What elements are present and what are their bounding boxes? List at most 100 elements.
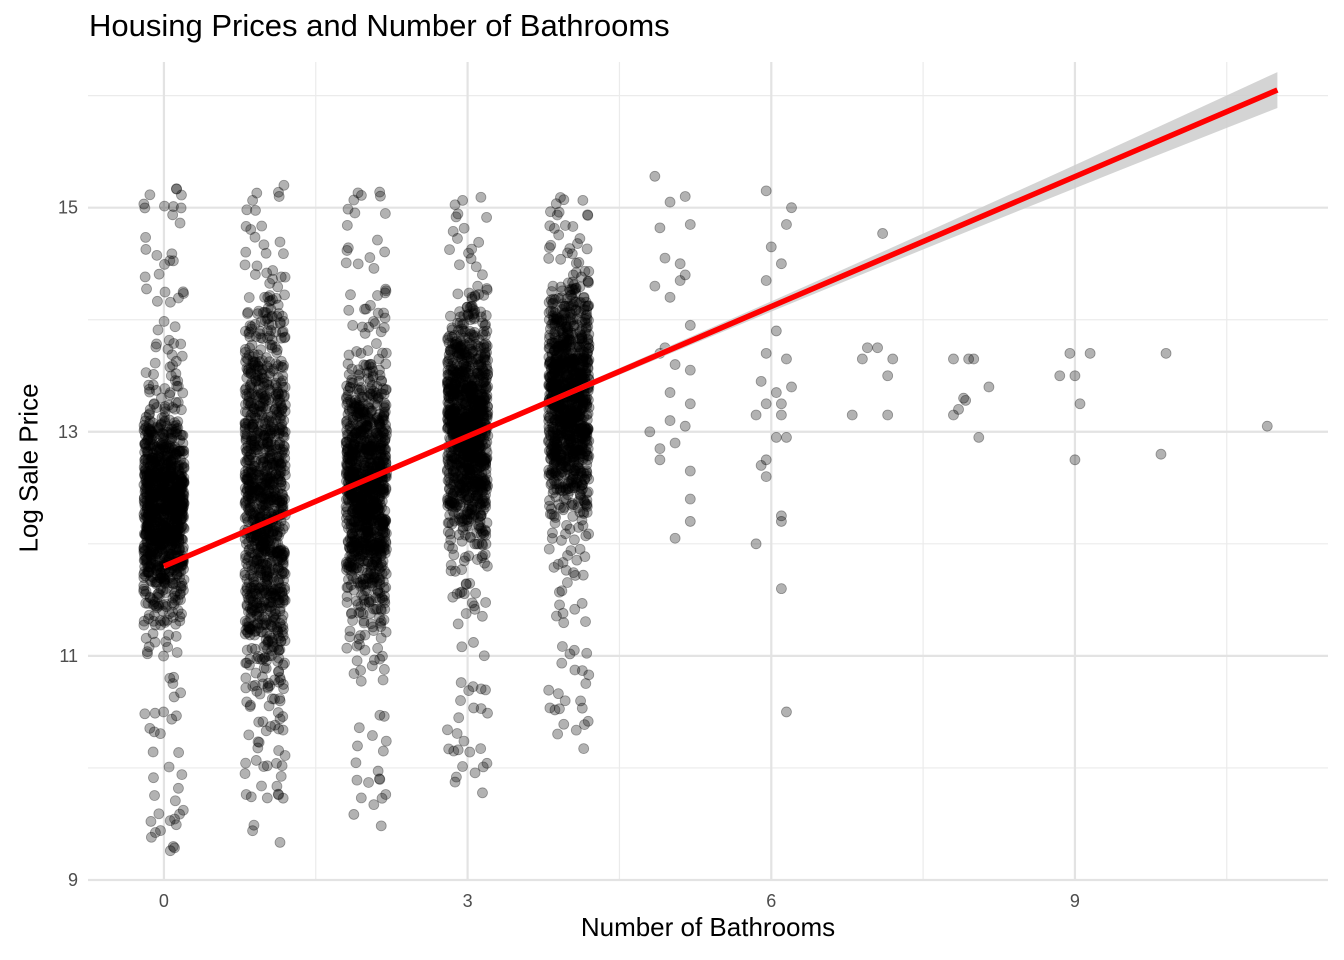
data-point <box>366 379 378 391</box>
data-point <box>168 447 180 458</box>
data-point <box>245 791 257 803</box>
data-point <box>165 486 177 498</box>
data-point <box>270 468 282 480</box>
data-point <box>261 655 272 667</box>
data-point <box>157 428 169 440</box>
data-point <box>146 508 158 520</box>
data-point <box>140 367 152 379</box>
data-point <box>577 194 589 206</box>
data-point <box>378 664 390 675</box>
data-point <box>171 183 182 195</box>
data-point <box>264 277 276 289</box>
data-point <box>260 247 272 259</box>
data-point <box>138 542 150 554</box>
data-point <box>167 535 179 547</box>
data-point <box>176 533 188 545</box>
data-point <box>276 327 288 338</box>
data-point <box>240 672 252 684</box>
data-point <box>161 483 173 495</box>
data-point <box>354 515 365 526</box>
data-point <box>363 321 375 333</box>
data-point <box>163 566 175 578</box>
data-point <box>145 561 157 573</box>
data-point <box>456 641 468 653</box>
data-point <box>142 597 154 609</box>
data-point <box>167 578 179 590</box>
data-point <box>256 409 268 421</box>
data-point <box>371 390 382 402</box>
data-point <box>366 440 378 452</box>
data-point <box>176 459 187 471</box>
data-point <box>176 577 187 589</box>
data-point <box>155 499 166 511</box>
data-point <box>468 637 479 648</box>
data-point <box>148 726 160 738</box>
data-point <box>149 576 161 588</box>
data-point <box>380 789 392 800</box>
data-point <box>149 610 160 621</box>
data-point <box>253 593 264 605</box>
data-point <box>174 445 186 457</box>
data-point <box>141 489 153 501</box>
data-point <box>453 325 464 336</box>
data-point <box>173 544 185 556</box>
data-point <box>141 495 153 507</box>
data-point <box>147 599 159 611</box>
data-point <box>143 379 155 391</box>
data-point <box>147 427 159 439</box>
data-point <box>152 508 163 520</box>
data-point <box>173 531 184 543</box>
data-point <box>149 543 160 554</box>
data-point <box>160 636 172 648</box>
data-point <box>477 399 489 411</box>
data-point <box>269 719 281 731</box>
data-point <box>256 780 267 792</box>
data-point <box>481 211 492 223</box>
data-point <box>167 527 179 539</box>
data-point <box>153 489 165 501</box>
data-point <box>444 369 456 381</box>
data-point <box>569 534 580 546</box>
data-point <box>156 499 167 511</box>
data-point <box>147 430 159 442</box>
data-point <box>147 469 159 481</box>
data-point <box>160 598 171 610</box>
data-point <box>481 325 493 337</box>
data-point <box>262 555 274 566</box>
data-point <box>364 252 376 263</box>
data-point <box>172 477 184 489</box>
data-point <box>165 498 177 510</box>
data-point <box>157 468 169 479</box>
data-point <box>147 475 159 486</box>
data-point <box>461 301 473 313</box>
data-point <box>253 564 265 575</box>
data-point <box>452 618 464 630</box>
data-point <box>150 827 161 838</box>
data-point <box>254 439 266 451</box>
data-point <box>150 564 162 576</box>
data-point <box>161 426 173 438</box>
data-point <box>163 526 174 538</box>
data-point <box>164 845 176 857</box>
data-point <box>161 420 173 432</box>
data-point <box>172 422 184 434</box>
data-point <box>278 179 290 191</box>
data-point <box>168 527 180 539</box>
data-point <box>347 377 359 389</box>
data-point <box>379 287 391 299</box>
data-point <box>163 761 175 773</box>
data-point <box>452 233 463 244</box>
data-point <box>177 478 188 490</box>
data-point <box>172 488 183 500</box>
data-point <box>176 470 187 482</box>
data-point <box>144 425 156 437</box>
data-point <box>449 199 461 211</box>
data-point <box>146 576 158 587</box>
y-tick-label: 13 <box>58 422 78 442</box>
data-point <box>142 648 153 660</box>
data-point <box>276 587 288 599</box>
data-point <box>244 326 255 338</box>
data-point <box>157 427 169 439</box>
data-point <box>177 512 189 524</box>
data-point <box>175 583 187 594</box>
